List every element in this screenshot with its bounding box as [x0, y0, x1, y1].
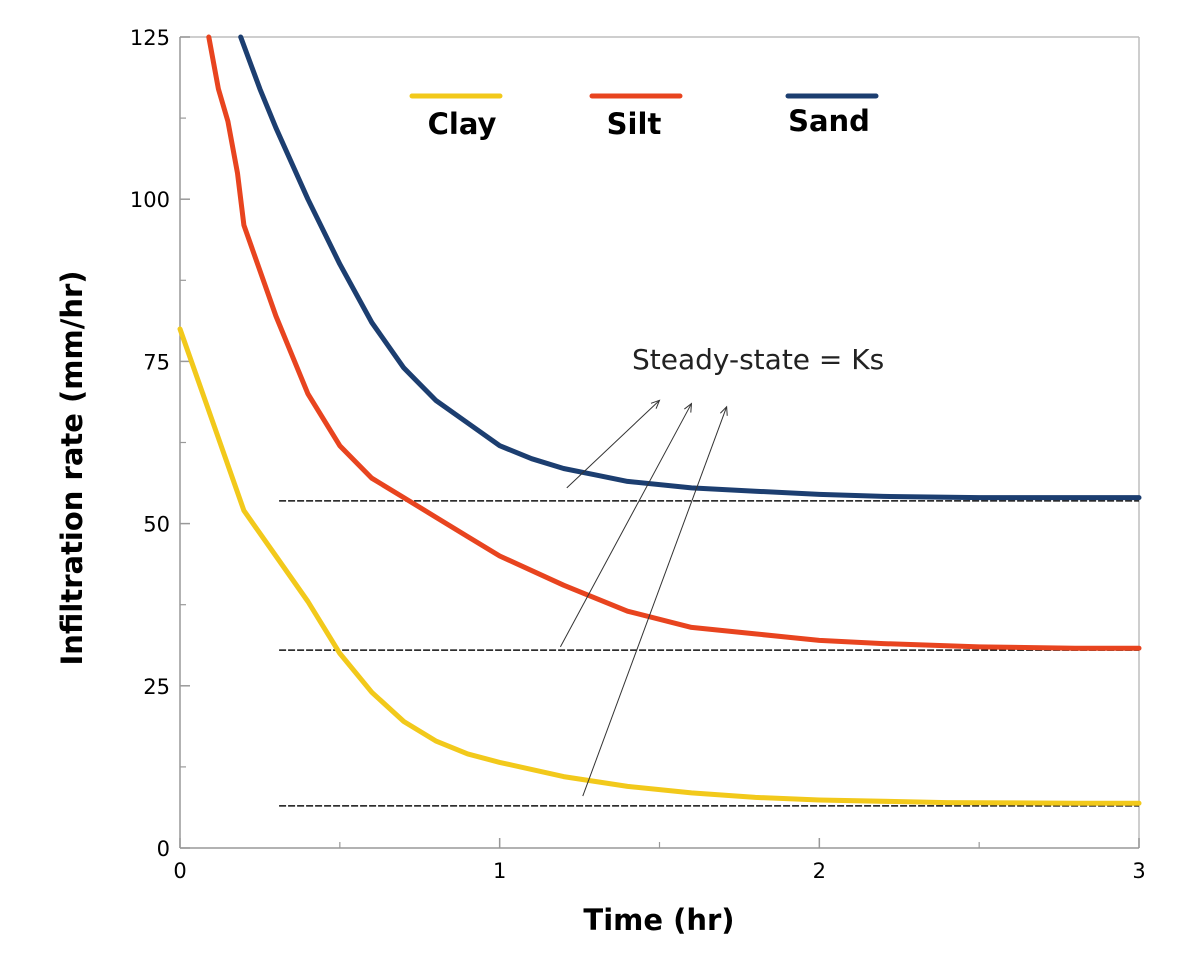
annotation-arrow — [559, 403, 692, 648]
y-tick-label: 0 — [157, 837, 170, 861]
annotation-text: Steady-state = Ks — [632, 343, 884, 376]
x-axis-title: Time (hr) — [583, 903, 734, 937]
legend-label-clay: Clay — [428, 107, 497, 141]
y-tick-label: 25 — [143, 675, 170, 699]
axis-ticks: 0 1 2 3 0 25 50 75 100 125 — [130, 26, 1146, 883]
annotation-arrow — [582, 406, 728, 797]
annotation-arrow — [566, 399, 660, 489]
series-line-clay — [177, 326, 1142, 806]
legend: Clay Silt Sand — [409, 93, 879, 141]
y-tick-label: 100 — [130, 188, 170, 212]
annotation-arrowhead — [719, 405, 728, 416]
annotation-arrows — [559, 399, 728, 797]
annotation-arrowhead — [650, 399, 661, 409]
x-tick-label: 3 — [1132, 859, 1145, 883]
x-tick-label: 0 — [173, 859, 186, 883]
steady-state-reference-lines — [279, 500, 1139, 807]
x-tick-label: 1 — [493, 859, 506, 883]
y-axis-title: Infiltration rate (mm/hr) — [55, 270, 89, 665]
y-tick-label: 75 — [143, 350, 170, 374]
y-tick-label: 125 — [130, 26, 170, 50]
series-line-sand — [238, 34, 1142, 501]
y-tick-label: 50 — [143, 513, 170, 537]
series-line-silt — [206, 34, 1142, 651]
legend-label-sand: Sand — [788, 104, 870, 138]
legend-label-silt: Silt — [607, 107, 662, 141]
annotation-arrowhead — [684, 402, 693, 413]
series-layer — [177, 34, 1142, 806]
x-tick-label: 2 — [813, 859, 826, 883]
